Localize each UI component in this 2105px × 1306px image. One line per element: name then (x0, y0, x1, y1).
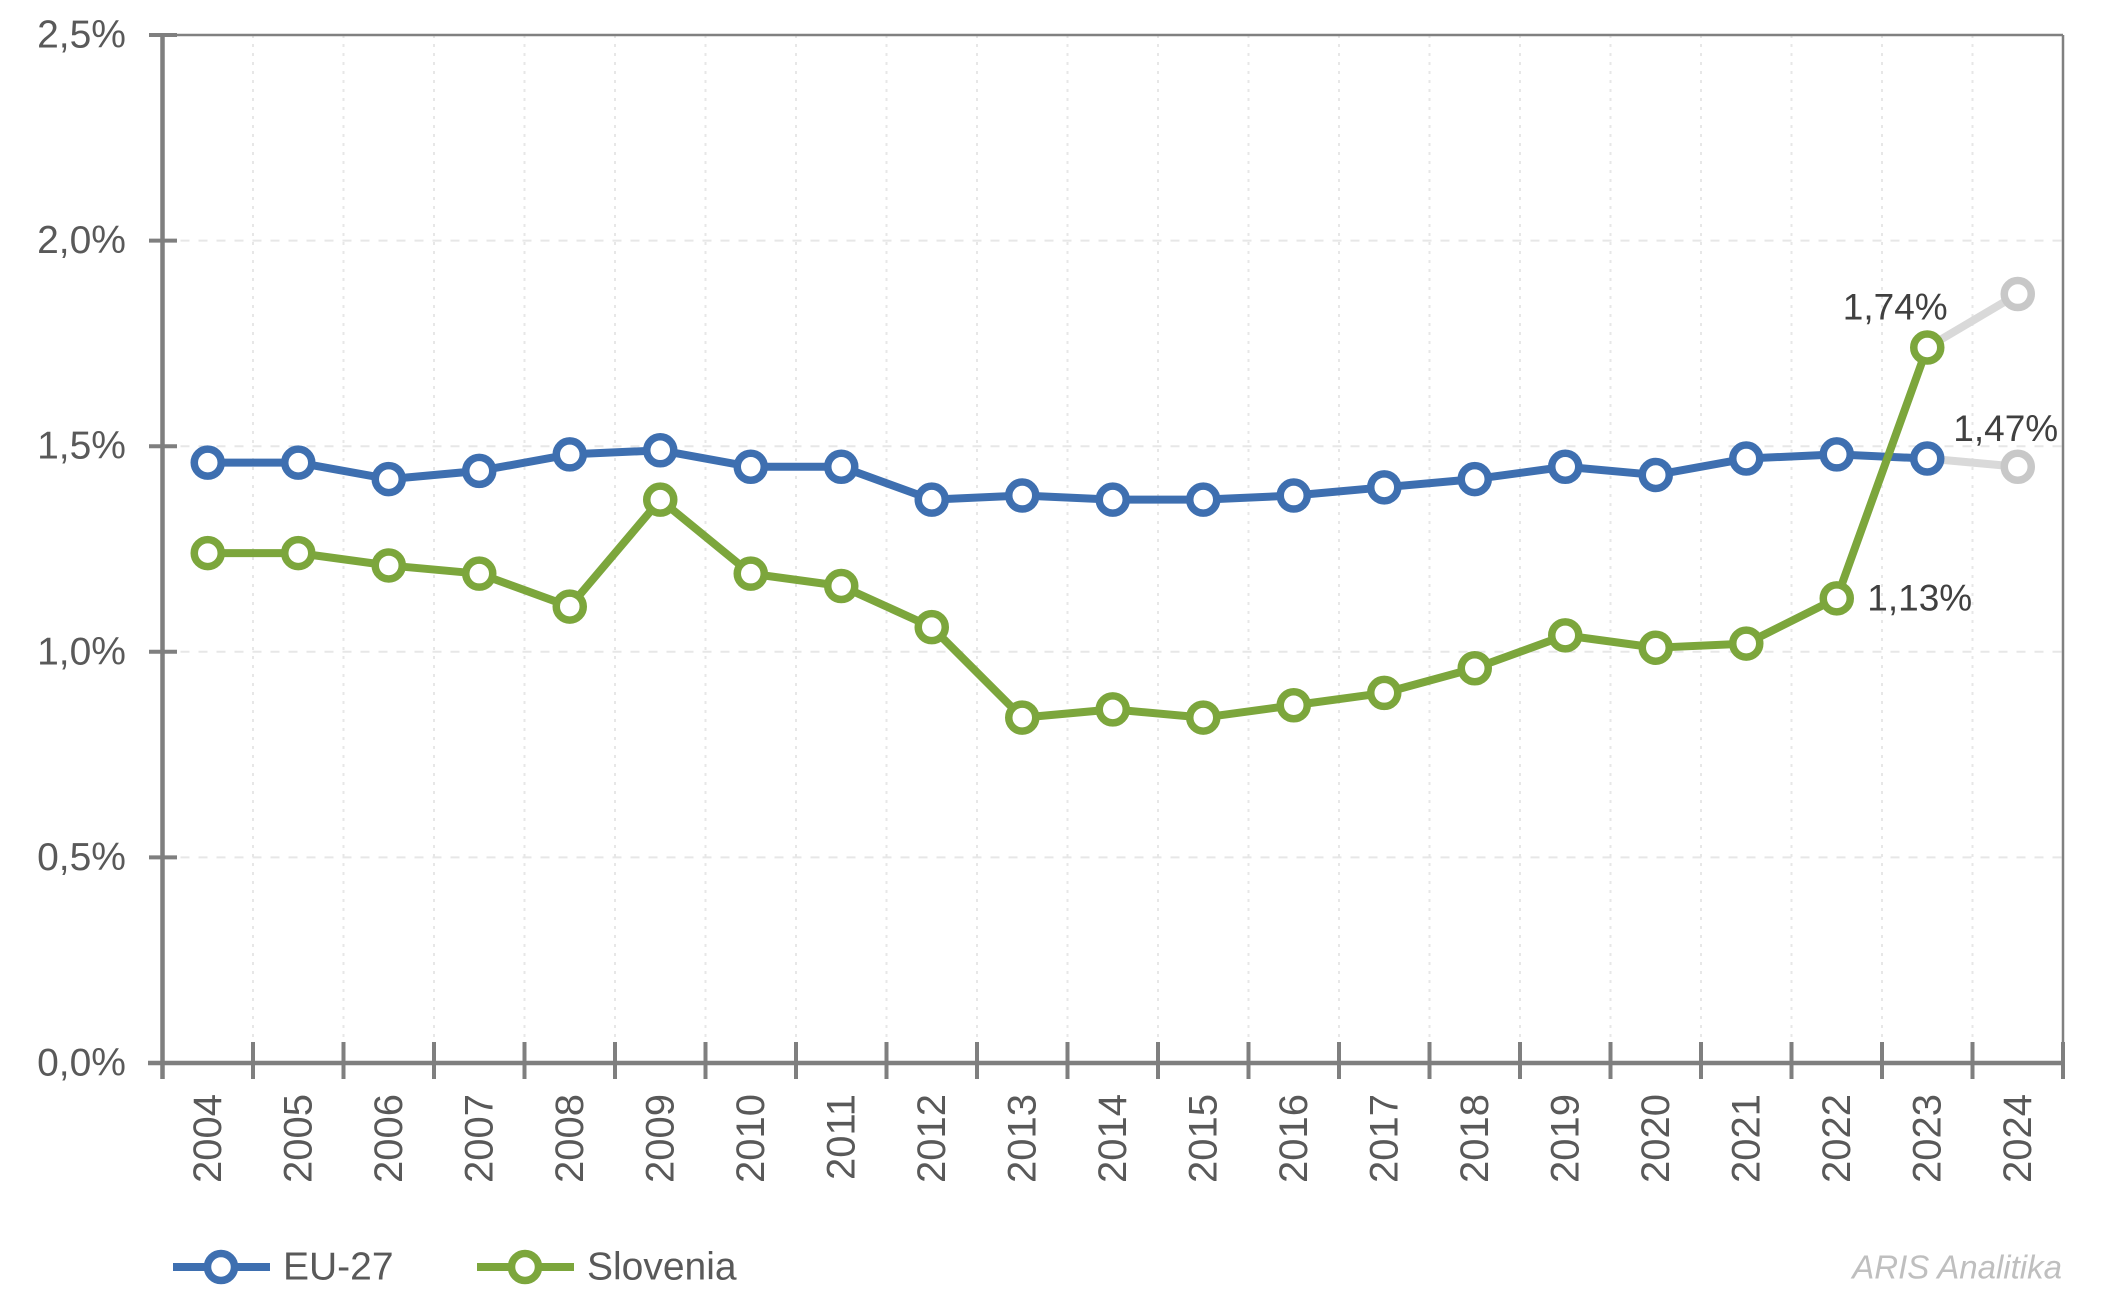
data-point-marker-eu-27 (1095, 482, 1130, 517)
data-point-marker-eu-27 (914, 482, 949, 517)
projection-segment-slovenia (1923, 290, 2022, 352)
x-tick-label: 2011 (819, 1094, 863, 1180)
x-tick-label: 2013 (1000, 1094, 1044, 1183)
x-tick-label: 2015 (1181, 1094, 1225, 1183)
data-point-marker-eu-27 (1186, 482, 1221, 517)
data-point-marker-eu-27 (1457, 461, 1492, 497)
data-point-marker-slovenia (1005, 700, 1040, 735)
legend-label-eu27: EU-27 (283, 1246, 394, 1289)
x-tick-label: 2008 (548, 1094, 592, 1183)
data-point-marker-eu-27 (643, 433, 678, 468)
data-label: 1,47% (1953, 408, 2058, 449)
legend-marker-icon-eu27 (203, 1249, 239, 1285)
data-point-marker-eu-27 (1638, 457, 1673, 493)
data-point-marker-slovenia (1276, 688, 1311, 723)
data-point-marker-slovenia (1638, 630, 1673, 665)
x-tick-label: 2023 (1905, 1094, 1949, 1183)
x-tick-label: 2004 (186, 1094, 230, 1183)
data-label: 1,74% (1843, 287, 1948, 328)
projection-point-marker-eu-27 (2000, 449, 2035, 485)
y-tick-label: 0,0% (37, 1042, 126, 1085)
data-point-marker-eu-27 (1819, 437, 1854, 472)
data-point-marker-slovenia (190, 535, 225, 571)
data-point-marker-slovenia (1819, 581, 1854, 616)
y-tick-label: 0,5% (37, 836, 126, 879)
data-point-marker-slovenia (1186, 700, 1221, 735)
x-tick-label: 2014 (1091, 1094, 1135, 1183)
x-tick-label: 2017 (1362, 1094, 1406, 1183)
x-tick-label: 2020 (1634, 1094, 1678, 1183)
data-point-marker-eu-27 (1729, 441, 1764, 476)
data-point-marker-slovenia (1095, 692, 1130, 727)
x-tick-label: 2022 (1815, 1094, 1859, 1183)
projection-point-marker-slovenia (2000, 276, 2035, 312)
y-tick-label: 1,0% (37, 630, 126, 673)
x-tick-label: 2006 (367, 1094, 411, 1183)
x-tick-label: 2005 (276, 1094, 320, 1183)
data-point-marker-eu-27 (733, 449, 768, 485)
series-layer (190, 276, 2035, 735)
data-point-marker-slovenia (643, 482, 678, 517)
data-point-marker-slovenia (552, 589, 587, 624)
data-point-marker-slovenia (1367, 675, 1402, 711)
x-tick-label: 2016 (1272, 1094, 1316, 1183)
data-point-marker-eu-27 (1910, 441, 1945, 476)
x-tick-label: 2024 (1996, 1094, 2040, 1183)
data-point-marker-eu-27 (1548, 449, 1583, 485)
data-point-marker-slovenia (1729, 626, 1764, 661)
data-point-marker-eu-27 (1367, 470, 1402, 505)
data-point-marker-slovenia (1910, 330, 1945, 365)
legend-item-slovenia: Slovenia (477, 1246, 737, 1289)
legend-item-eu27: EU-27 (173, 1246, 394, 1289)
x-tick-label: 2018 (1453, 1094, 1497, 1183)
plot-gridlines (162, 35, 2063, 1063)
data-label: 1,13% (1867, 577, 1972, 618)
data-point-marker-slovenia (1548, 618, 1583, 653)
data-point-marker-eu-27 (1276, 478, 1311, 513)
x-tick-label: 2009 (638, 1094, 682, 1183)
data-point-marker-slovenia (281, 535, 316, 571)
x-tick-label: 2021 (1724, 1094, 1768, 1183)
y-tick-label: 1,5% (37, 425, 126, 468)
x-tick-label: 2019 (1543, 1094, 1587, 1183)
data-point-marker-eu-27 (462, 453, 497, 489)
x-tick-label: 2012 (910, 1094, 954, 1183)
data-point-marker-eu-27 (552, 437, 587, 472)
data-point-marker-eu-27 (281, 445, 316, 480)
data-point-marker-slovenia (733, 556, 768, 591)
data-point-marker-slovenia (914, 609, 949, 645)
legend: EU-27 Slovenia (173, 1246, 737, 1289)
axis-tick-labels: 0,0% 0,5% 1,0% 1,5% 2,0% 2,5% 2004 2005 2006 2007… (37, 14, 2040, 1183)
data-point-marker-slovenia (462, 556, 497, 591)
x-tick-label: 2010 (729, 1094, 773, 1183)
legend-marker-icon-slovenia (507, 1249, 543, 1285)
legend-label-slovenia: Slovenia (587, 1246, 737, 1289)
data-point-marker-slovenia (1457, 650, 1492, 686)
data-point-marker-eu-27 (1005, 478, 1040, 513)
data-point-marker-slovenia (371, 548, 406, 583)
x-tick-label: 2007 (457, 1094, 501, 1183)
y-tick-label: 2,5% (37, 14, 126, 57)
y-tick-label: 2,0% (37, 219, 126, 262)
data-point-marker-eu-27 (190, 445, 225, 480)
axes (148, 33, 2065, 1079)
data-label-annotations: 1,74% 1,47% 1,13% (1843, 287, 2058, 619)
data-point-marker-eu-27 (824, 449, 859, 485)
data-point-marker-eu-27 (371, 461, 406, 497)
data-point-marker-slovenia (824, 568, 859, 604)
credit-watermark: ARIS Analitika (1850, 1249, 2062, 1286)
